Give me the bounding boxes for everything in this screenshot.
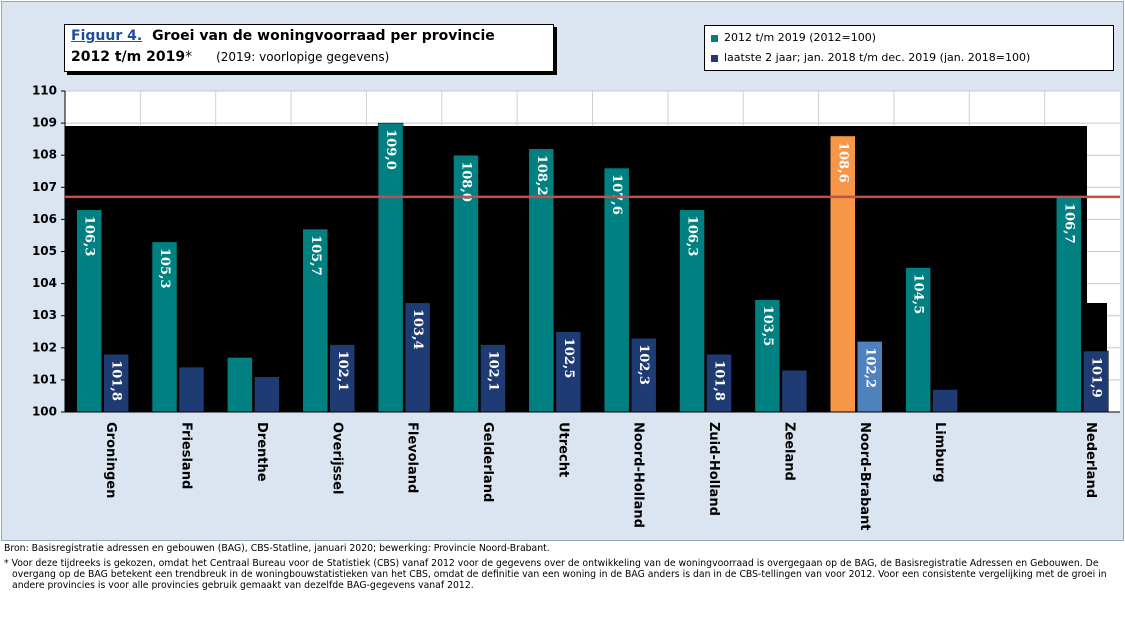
title-marker: * (185, 49, 193, 65)
data-label: 108,6 (835, 142, 850, 183)
footer: Bron: Basisregistratie adressen en gebou… (4, 543, 1119, 591)
y-tick-label: 104 (32, 276, 57, 290)
data-label: 104,5 (911, 274, 926, 315)
data-label: 109,0 (383, 129, 398, 170)
data-label: 102,1 (485, 351, 500, 392)
bar (76, 209, 102, 413)
bar (302, 228, 328, 413)
y-tick-label: 106 (32, 212, 57, 226)
bar (404, 302, 431, 413)
data-label: 106,7 (1061, 203, 1076, 244)
data-label: 102,3 (636, 344, 651, 385)
legend-item: laatste 2 jaar; jan. 2018 t/m dec. 2019 … (711, 51, 1030, 64)
data-label: 108,0 (458, 161, 473, 202)
chart: 100 101 102 103 104 105 106 107 108 109 110 Groning… (32, 84, 1120, 531)
bar (528, 148, 555, 413)
bar (227, 357, 253, 413)
y-tick-label: 105 (32, 244, 57, 258)
data-label: 102,2 (862, 347, 877, 388)
legend-label: 2012 t/m 2019 (2012=100) (724, 31, 877, 44)
data-label: 103,5 (760, 306, 775, 347)
data-label: 101,8 (712, 360, 727, 401)
y-tick-label: 100 (32, 405, 57, 419)
x-tick-label: Friesland (179, 422, 194, 489)
bar (603, 167, 630, 413)
x-tick-label: Limburg (932, 422, 947, 483)
data-label: 106,3 (82, 216, 97, 257)
bar (377, 122, 404, 413)
x-tick-label: Flevoland (405, 422, 420, 493)
bar (754, 299, 781, 413)
bar (781, 370, 808, 413)
x-tick-label: Zuid-Holland (706, 422, 721, 516)
x-tick-label: Noord-Brabant (857, 422, 872, 531)
legend-swatch (711, 34, 718, 42)
bar (905, 267, 931, 413)
x-tick-label: Drenthe (254, 422, 269, 482)
x-tick-label: Groningen (103, 422, 118, 498)
data-label: 102,5 (561, 338, 576, 379)
footnote: * Voor deze tijdreeks is gekozen, omdat … (4, 558, 1107, 591)
legend: 2012 t/m 2019 (2012=100) laatste 2 jaar;… (704, 25, 1114, 71)
data-label: 103,4 (410, 309, 425, 350)
data-label: 102,1 (335, 351, 350, 392)
bar (103, 353, 129, 413)
bar (706, 353, 732, 413)
bar (480, 344, 506, 413)
y-tick-label: 109 (32, 116, 57, 130)
data-label: 107,6 (609, 174, 624, 215)
x-tick-label: Gelderland (480, 422, 495, 502)
data-label: 108,2 (534, 155, 549, 196)
x-tick-label: Utrecht (555, 422, 570, 477)
y-tick-label: 107 (32, 180, 57, 194)
legend-item: 2012 t/m 2019 (2012=100) (711, 31, 876, 44)
y-tick-label: 103 (32, 308, 57, 322)
bar (254, 376, 280, 413)
bar (932, 389, 958, 413)
bar (151, 241, 178, 413)
x-tick-label: Nederland (1083, 422, 1098, 498)
bar (555, 331, 582, 413)
figure-label: Figuur 4. (71, 28, 143, 44)
bar (178, 366, 205, 413)
y-tick-label: 102 (32, 340, 57, 354)
data-label: 106,3 (685, 216, 700, 257)
subtitle: (2019: voorlopige gegevens) (216, 50, 390, 64)
bar (679, 209, 705, 413)
x-tick-label: Zeeland (781, 422, 796, 481)
legend-label: laatste 2 jaar; jan. 2018 t/m dec. 2019 … (724, 51, 1031, 64)
data-label: 105,7 (308, 235, 323, 276)
y-tick-label: 101 (32, 372, 57, 386)
bar (630, 337, 657, 413)
bar (1056, 196, 1082, 413)
source: Bron: Basisregistratie adressen en gebou… (4, 543, 550, 554)
title-box: Figuur 4. Groei van de woningvoorraad per… (64, 24, 554, 72)
data-label: 101,9 (1088, 357, 1103, 398)
chart-title: Groei van de woningvoorraad per provinci… (152, 28, 495, 44)
legend-swatch (711, 54, 718, 62)
bar (857, 341, 883, 413)
data-label: 105,3 (157, 248, 172, 289)
y-tick-label: 108 (32, 148, 57, 162)
title-period: 2012 t/m 2019 (71, 49, 186, 65)
x-tick-label: Noord-Holland (631, 422, 646, 528)
bar (329, 344, 355, 413)
x-tick-label: Overijssel (329, 422, 344, 494)
y-tick-label: 110 (32, 84, 57, 98)
data-label: 101,8 (109, 360, 124, 401)
